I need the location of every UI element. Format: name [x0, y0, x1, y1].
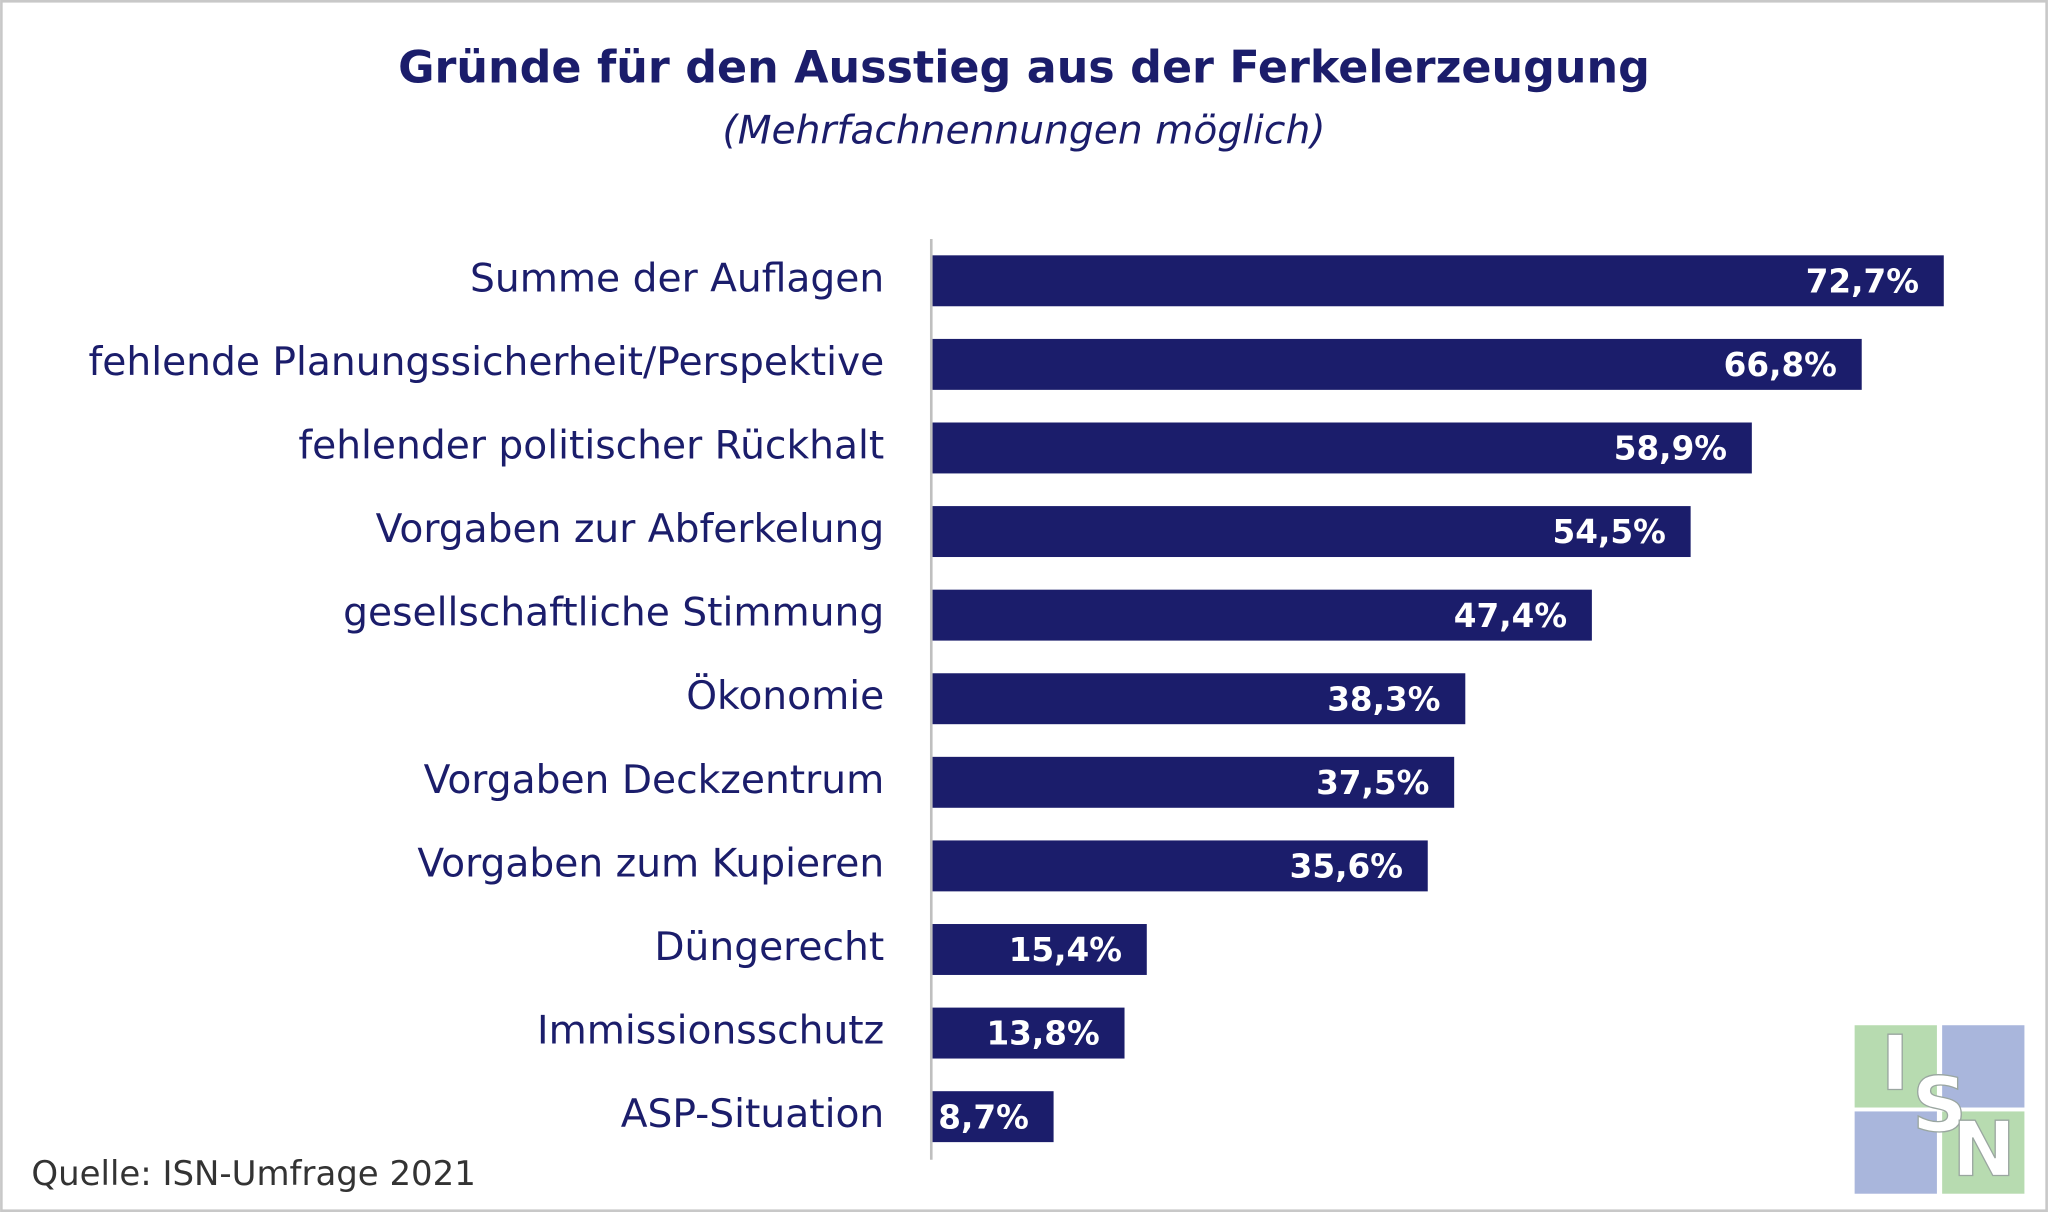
category-label: ASP-Situation [621, 1092, 885, 1137]
bar [932, 1091, 1054, 1143]
category-label: Vorgaben Deckzentrum [424, 758, 885, 803]
bar [932, 589, 1592, 641]
logo-tile [1854, 1111, 1937, 1194]
chart-title: Gründe für den Ausstieg aus der Ferkeler… [398, 43, 1650, 94]
bar [932, 255, 1944, 307]
value-label: 13,8% [986, 1015, 1099, 1053]
value-label: 37,5% [1316, 764, 1429, 802]
category-label: Vorgaben zur Abferkelung [376, 507, 885, 552]
value-label: 35,6% [1290, 848, 1403, 886]
value-label: 15,4% [1009, 931, 1122, 969]
bar [932, 422, 1752, 474]
logo-letter: I [1881, 1019, 1909, 1107]
logo-tile [1942, 1025, 2025, 1108]
source: Quelle: ISN-Umfrage 2021 [31, 1154, 475, 1194]
value-label: 38,3% [1327, 680, 1440, 718]
category-label: Immissionsschutz [537, 1009, 884, 1054]
chart-subtitle: (Mehrfachnennungen möglich) [722, 109, 1325, 154]
logo: I S N [1854, 1019, 2025, 1194]
value-label: 54,5% [1553, 513, 1666, 551]
category-label: Ökonomie [686, 673, 884, 719]
bar [932, 756, 1455, 808]
logo-tile [1854, 1025, 1937, 1108]
value-label: 47,4% [1454, 597, 1567, 635]
value-label: 66,8% [1724, 346, 1837, 384]
category-label: fehlende Planungssicherheit/Perspektive [88, 340, 884, 385]
bar [932, 1007, 1125, 1059]
bar [932, 673, 1466, 725]
logo-tile [1942, 1111, 2025, 1194]
bar [932, 338, 1862, 390]
value-label: 58,9% [1614, 430, 1727, 468]
bar [932, 840, 1428, 892]
value-label: 72,7% [1806, 262, 1919, 300]
category-label: Düngerecht [654, 925, 884, 970]
category-label: Summe der Auflagen [470, 256, 884, 301]
logo-letter: N [1952, 1106, 2015, 1194]
category-label: Vorgaben zum Kupieren [417, 841, 884, 886]
category-label: gesellschaftliche Stimmung [343, 591, 884, 636]
bar [932, 506, 1691, 558]
value-label: 8,7% [938, 1098, 1029, 1136]
bar [932, 924, 1147, 975]
category-label: fehlender politischer Rückhalt [298, 423, 884, 468]
logo-letter: S [1912, 1061, 1967, 1149]
